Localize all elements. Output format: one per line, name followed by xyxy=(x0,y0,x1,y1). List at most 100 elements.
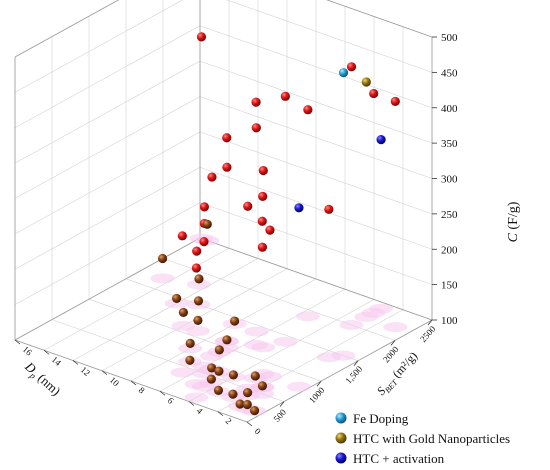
point-floor-shadow xyxy=(286,381,311,392)
grid-line-sidewall-horizontal xyxy=(199,96,433,179)
y-tick-mark xyxy=(427,319,433,326)
data-point xyxy=(222,335,232,345)
grid-line-sidewall-horizontal xyxy=(199,25,433,109)
data-point xyxy=(157,253,168,264)
grid-line-sidewall-horizontal xyxy=(199,60,433,144)
grid-line-backwall-horizontal xyxy=(14,25,201,129)
data-point xyxy=(199,202,209,212)
y-tick-mark xyxy=(390,340,396,346)
data-point xyxy=(369,88,379,99)
data-point xyxy=(258,191,268,202)
box-edge xyxy=(326,0,433,38)
z-tick-label: 250 xyxy=(441,209,458,221)
point-floor-shadow xyxy=(273,336,298,347)
data-point xyxy=(193,315,203,325)
x-tick-mark xyxy=(101,370,108,376)
x-tick-mark xyxy=(43,349,50,355)
z-tick-label: 450 xyxy=(441,67,458,79)
z-tick-label: 100 xyxy=(441,315,458,327)
x-tick-mark xyxy=(130,380,137,386)
box-edge xyxy=(246,319,433,423)
grid-line-sidewall-horizontal xyxy=(226,0,433,73)
grid-line-backwall-horizontal xyxy=(14,60,201,164)
data-point xyxy=(228,370,238,380)
data-point xyxy=(194,274,204,284)
data-point xyxy=(177,231,187,241)
point-floor-shadow xyxy=(339,320,364,331)
data-point xyxy=(207,363,217,373)
y-tick-mark xyxy=(279,401,285,407)
legend-label-htc-gold: HTC with Gold Nanoparticles xyxy=(353,431,510,446)
data-point xyxy=(193,296,204,306)
grid-line-floor-x xyxy=(130,278,317,382)
data-point xyxy=(280,91,290,101)
data-point xyxy=(191,263,201,273)
point-floor-shadow xyxy=(383,322,408,333)
point-floor-shadow xyxy=(164,298,189,309)
z-tick-label: 300 xyxy=(441,174,458,186)
z-tick-label: 200 xyxy=(441,244,458,256)
data-point xyxy=(202,219,212,229)
data-point xyxy=(178,307,188,318)
data-point xyxy=(258,165,268,176)
data-point xyxy=(228,389,238,399)
grid-line-sidewall-horizontal xyxy=(199,131,433,215)
data-point xyxy=(250,371,260,381)
grid-line-backwall-horizontal xyxy=(14,131,201,235)
z-tick-label: 400 xyxy=(441,103,458,115)
point-floor-shadow xyxy=(170,367,195,378)
point-floor-shadow xyxy=(184,392,209,403)
box-edge xyxy=(199,237,433,321)
legend: Fe Doping HTC with Gold Nanoparticles HT… xyxy=(335,411,510,466)
data-point xyxy=(222,133,232,143)
point-floor-shadow xyxy=(369,303,394,314)
x-tick-mark xyxy=(188,401,195,406)
x-tick-label: 2 xyxy=(224,416,234,426)
data-point xyxy=(243,388,253,398)
data-point xyxy=(213,385,224,396)
x-tick-label: 4 xyxy=(195,406,205,417)
data-point xyxy=(338,68,349,78)
legend-item-htc-gold: HTC with Gold Nanoparticles xyxy=(335,431,510,446)
data-point xyxy=(324,204,334,214)
floor-shadows xyxy=(150,233,408,417)
data-point xyxy=(303,105,313,115)
data-point xyxy=(257,242,267,252)
point-floor-shadow xyxy=(295,311,320,322)
data-point xyxy=(242,399,252,410)
z-tick-label: 500 xyxy=(441,32,458,44)
x-tick-label: 6 xyxy=(166,395,176,406)
legend-marker-htc-gold xyxy=(335,432,347,444)
axis-layer: 024681012141650010001,500200025001001502… xyxy=(14,0,458,437)
data-point xyxy=(361,77,371,87)
legend-marker-htc-activation xyxy=(335,452,347,464)
point-floor-shadow xyxy=(186,279,211,290)
data-point xyxy=(235,399,245,409)
point-floor-shadow xyxy=(257,371,282,382)
point-floor-shadow xyxy=(244,326,269,337)
point-floor-shadow xyxy=(150,273,175,284)
data-point xyxy=(346,62,357,72)
x-tick-label: 8 xyxy=(137,385,147,396)
x-tick-mark xyxy=(217,411,224,417)
data-point xyxy=(222,162,232,172)
data-point xyxy=(376,135,386,145)
point-floor-shadow xyxy=(331,350,356,361)
box-edge xyxy=(14,237,201,341)
data-point xyxy=(243,201,253,211)
data-point xyxy=(214,345,224,355)
legend-label-fe-doping: Fe Doping xyxy=(353,411,409,426)
x-tick-mark xyxy=(246,421,253,427)
grid-line-backwall-horizontal xyxy=(14,96,201,199)
box-edge xyxy=(14,0,120,58)
data-point xyxy=(257,381,267,391)
data-point xyxy=(172,293,182,304)
data-point xyxy=(294,203,304,213)
legend-item-htc-activation: HTC + activation xyxy=(335,451,445,466)
data-point xyxy=(185,338,195,349)
point-floor-shadow xyxy=(178,343,203,354)
y-tick-mark xyxy=(316,380,322,387)
data-point xyxy=(257,216,267,226)
grid-line-floor-y xyxy=(125,278,359,362)
